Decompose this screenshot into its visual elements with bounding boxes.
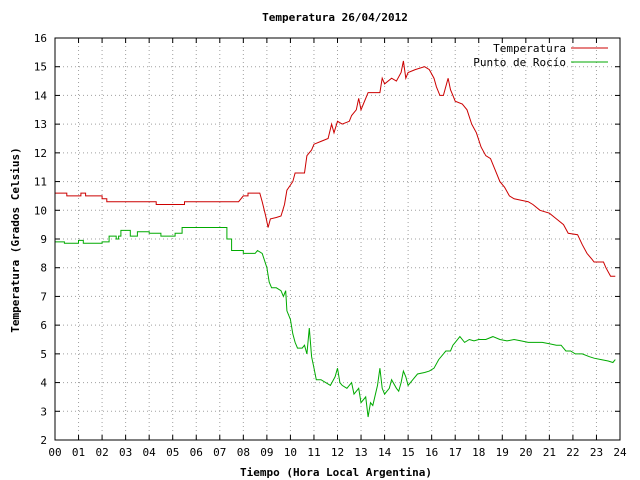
chart-title: Temperatura 26/04/2012 xyxy=(262,11,408,24)
x-tick-label: 13 xyxy=(354,446,367,459)
x-tick-label: 03 xyxy=(119,446,132,459)
y-tick-label: 5 xyxy=(40,348,47,361)
x-tick-label: 15 xyxy=(402,446,415,459)
data-series xyxy=(55,60,616,418)
x-tick-label: 24 xyxy=(613,446,627,459)
y-axis-ticks: 2 3 4 5 6 7 8 9 10 11 12 13 14 15 16 xyxy=(34,32,620,447)
series-line-punto-de-rocio xyxy=(55,227,616,418)
y-tick-label: 14 xyxy=(34,89,48,102)
x-tick-label: 01 xyxy=(72,446,85,459)
y-tick-label: 8 xyxy=(40,262,47,275)
x-tick-label: 23 xyxy=(590,446,603,459)
x-tick-label: 14 xyxy=(378,446,392,459)
y-tick-label: 11 xyxy=(34,176,47,189)
x-tick-label: 20 xyxy=(519,446,532,459)
plot-frame xyxy=(54,37,621,441)
series-line-temperatura xyxy=(55,60,616,277)
x-tick-label: 04 xyxy=(143,446,157,459)
x-tick-label: 05 xyxy=(166,446,179,459)
legend-label-punto-de-rocio: Punto de Rocío xyxy=(473,56,566,69)
x-tick-label: 17 xyxy=(449,446,462,459)
x-tick-label: 06 xyxy=(190,446,203,459)
y-axis-title: Temperatura (Grados Celsius) xyxy=(9,147,22,332)
x-tick-label: 16 xyxy=(425,446,438,459)
y-tick-label: 16 xyxy=(34,32,47,45)
y-tick-label: 12 xyxy=(34,147,47,160)
legend: Temperatura Punto de Rocío xyxy=(473,42,608,69)
x-tick-label: 00 xyxy=(48,446,61,459)
y-tick-label: 10 xyxy=(34,204,47,217)
x-tick-label: 11 xyxy=(307,446,320,459)
x-tick-label: 10 xyxy=(284,446,297,459)
x-tick-label: 08 xyxy=(237,446,250,459)
y-tick-label: 2 xyxy=(40,434,47,447)
x-tick-label: 19 xyxy=(496,446,509,459)
x-axis-ticks: 00 01 02 03 04 05 06 07 08 09 10 11 12 13 14 15 16 17 18 19… xyxy=(48,38,627,459)
grid xyxy=(55,38,620,440)
x-axis-title: Tiempo (Hora Local Argentina) xyxy=(240,466,432,479)
y-tick-label: 3 xyxy=(40,405,47,418)
y-tick-label: 4 xyxy=(40,377,47,390)
y-tick-label: 6 xyxy=(40,319,47,332)
x-tick-label: 22 xyxy=(566,446,579,459)
y-tick-label: 15 xyxy=(34,61,47,74)
y-tick-label: 7 xyxy=(40,290,47,303)
y-tick-label: 9 xyxy=(40,233,47,246)
x-tick-label: 18 xyxy=(472,446,485,459)
y-tick-label: 13 xyxy=(34,118,47,131)
x-tick-label: 07 xyxy=(213,446,226,459)
x-tick-label: 12 xyxy=(331,446,344,459)
x-tick-label: 09 xyxy=(260,446,273,459)
legend-label-temperatura: Temperatura xyxy=(493,42,566,55)
x-tick-label: 02 xyxy=(95,446,108,459)
x-tick-label: 21 xyxy=(543,446,556,459)
